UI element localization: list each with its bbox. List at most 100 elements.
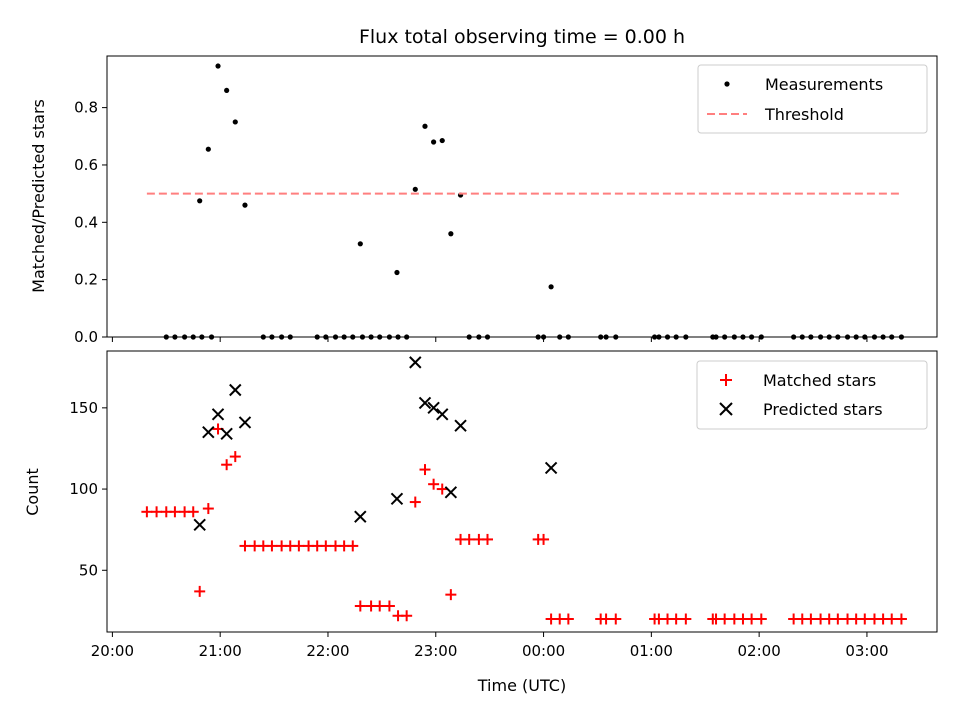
measurement-point: [357, 241, 363, 247]
bottom-y-tick-label: 50: [79, 561, 98, 579]
bottom-y-tick-label: 100: [69, 480, 98, 498]
x-tick-label: 03:00: [845, 642, 888, 660]
top-legend: Measurements Threshold: [697, 64, 928, 134]
predicted-star-point: [211, 408, 225, 421]
bottom-y-tick-label: 150: [69, 399, 98, 417]
matched-star-point: [194, 585, 206, 597]
legend-threshold-label: Threshold: [764, 105, 844, 124]
top-y-tick-label: 0.2: [74, 271, 98, 289]
matched-star-point: [805, 613, 817, 625]
bottom-legend: Matched stars Predicted stars: [696, 360, 928, 430]
x-tick-label: 20:00: [91, 642, 134, 660]
matched-star-point: [538, 533, 550, 545]
measurement-point: [412, 186, 418, 192]
predicted-star-point: [229, 383, 242, 397]
measurement-point: [232, 119, 238, 125]
matched-star-point: [436, 483, 448, 495]
matched-star-point: [428, 478, 440, 490]
matched-star-point: [719, 613, 731, 625]
matched-star-point: [445, 589, 457, 601]
top-axes: 0.0 0.2 0.4 0.6 0.8: [74, 99, 868, 346]
bottom-axes: 50 100 150 20:00 21:00 22:00 23:00 00:00 01:00 02…: [69, 399, 888, 660]
bottom-axes-frame: [106, 350, 938, 633]
matched-star-point: [670, 613, 682, 625]
measurement-point: [197, 198, 203, 204]
x-tick-label: 22:00: [306, 642, 349, 660]
bottom-panel: 50 100 150 20:00 21:00 22:00 23:00 00:00 01:00 02…: [23, 350, 938, 695]
predicted-star-point: [354, 510, 367, 523]
measurement-point: [394, 269, 400, 276]
x-axis-label: Time (UTC): [477, 676, 566, 695]
measurement-point: [439, 137, 445, 144]
matched-star-point: [680, 613, 692, 625]
predicted-star-point: [418, 396, 432, 410]
matched-star-point: [151, 506, 163, 518]
matched-star-point: [562, 613, 574, 625]
chart-title: Flux total observing time = 0.00 h: [359, 26, 685, 48]
measurement-point: [224, 87, 230, 94]
bottom-plot-area: [141, 356, 907, 625]
matched-star-point: [600, 613, 612, 625]
measurement-point: [215, 63, 221, 69]
legend-measurements-label: Measurements: [765, 75, 883, 94]
x-tick-label: 01:00: [630, 642, 673, 660]
matched-star-point: [169, 506, 181, 518]
predicted-star-point: [202, 426, 215, 439]
matched-star-point: [320, 540, 332, 552]
measurement-point: [242, 202, 248, 208]
legend-measurements-marker: [724, 81, 730, 87]
matched-star-point: [383, 600, 395, 612]
bottom-y-axis-label: Count: [23, 468, 42, 516]
legend-matched-marker: [720, 374, 732, 386]
measurement-point: [422, 123, 428, 129]
matched-star-point: [239, 540, 251, 552]
predicted-star-point: [427, 401, 440, 415]
matched-star-point: [482, 533, 494, 545]
top-axes-frame: [106, 55, 938, 338]
top-y-tick-label: 0.6: [74, 156, 98, 174]
predicted-star-point: [390, 492, 404, 506]
matched-star-point: [354, 600, 366, 612]
top-legend-box: [697, 64, 928, 134]
top-y-tick-label: 0.4: [74, 213, 98, 231]
x-tick-label: 02:00: [738, 642, 781, 660]
matched-star-point: [746, 613, 758, 625]
legend-predicted-marker: [719, 402, 733, 416]
top-y-axis-label: Matched/Predicted stars: [29, 99, 48, 293]
matched-star-point: [187, 506, 199, 518]
predicted-star-point: [436, 408, 449, 421]
matched-star-point: [859, 613, 871, 625]
matched-star-point: [347, 540, 359, 552]
matched-star-point: [374, 600, 386, 612]
matched-star-point: [401, 610, 413, 622]
matched-star-point: [832, 613, 844, 625]
matched-star-point: [221, 459, 233, 471]
matched-star-point: [229, 451, 241, 463]
matched-star-point: [141, 506, 153, 518]
bottom-legend-box: [696, 360, 928, 430]
predicted-star-point: [220, 427, 233, 441]
matched-star-point: [895, 613, 907, 625]
predicted-star-point: [454, 419, 467, 432]
legend-predicted-label: Predicted stars: [763, 400, 883, 419]
matched-star-point: [463, 533, 475, 545]
x-tick-label: 23:00: [414, 642, 457, 660]
predicted-star-point: [238, 416, 252, 429]
matched-star-point: [409, 496, 421, 508]
measurement-point: [448, 231, 454, 237]
matched-star-point: [755, 613, 767, 625]
matched-star-point: [886, 613, 898, 625]
matched-star-point: [610, 613, 622, 625]
predicted-star-point: [193, 518, 206, 532]
legend-matched-label: Matched stars: [763, 371, 876, 390]
top-panel: 0.00.20.40.60.8 Matched/Predicted stars …: [29, 55, 938, 346]
top-y-tick-label: 0.8: [74, 99, 98, 117]
matched-star-point: [419, 464, 431, 476]
matched-star-point: [293, 540, 305, 552]
matched-star-point: [202, 503, 214, 515]
measurement-point: [431, 139, 437, 145]
measurement-point: [205, 146, 211, 152]
predicted-star-point: [444, 486, 458, 499]
matched-star-point: [266, 540, 278, 552]
